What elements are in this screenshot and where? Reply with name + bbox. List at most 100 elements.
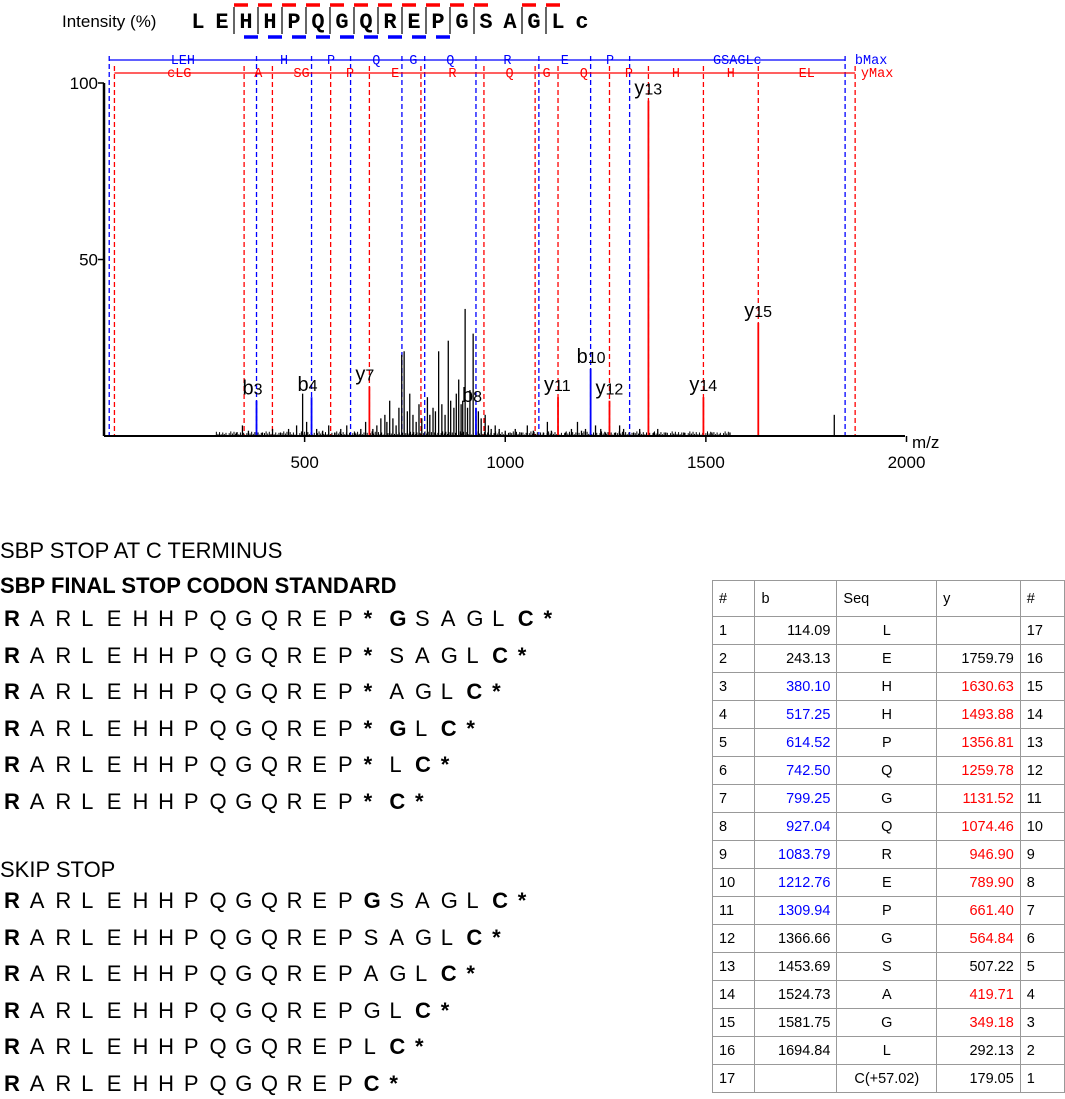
y-ladder-label: E (391, 67, 399, 82)
sequence-char: H (132, 679, 149, 705)
table-cell: 17 (711, 1064, 756, 1093)
table-cell: 6 (711, 756, 756, 785)
sequence-char: C (466, 679, 483, 705)
y-ladder-label: P (346, 67, 354, 82)
sequence-char: R (4, 606, 20, 631)
sequence-char: P (337, 789, 353, 814)
sequence-char: * (543, 606, 552, 631)
sequence-char: P (183, 679, 199, 705)
sequence-char: * (492, 679, 501, 705)
sequence-char: A (29, 888, 45, 913)
sequence-char: P (183, 924, 199, 950)
sequence-char: C (440, 961, 457, 987)
table-cell: 2 (1019, 1036, 1065, 1065)
sequence-char: P (337, 642, 353, 668)
sequence-char: L (81, 789, 94, 814)
sequence-char: E (312, 715, 327, 741)
sequence-char: A (440, 606, 456, 631)
sequence-char: L (81, 961, 94, 987)
table-cell: 789.90 (936, 868, 1021, 897)
sequence-char: L (415, 715, 428, 741)
table-cell: 564.84 (936, 924, 1021, 953)
sequence-char: G (235, 961, 253, 987)
peak-label-number: 13 (644, 82, 662, 99)
table-cell: 6 (1019, 924, 1065, 953)
sequence-char: H (132, 606, 149, 631)
sequence-char: H (158, 715, 175, 741)
sequence-char: R (4, 961, 20, 987)
table-cell: 14 (1019, 700, 1065, 729)
sequence-char: E (106, 789, 122, 814)
sequence-char: G (466, 606, 484, 631)
sequence-char: E (106, 679, 122, 705)
table-header-cell: # (711, 580, 756, 617)
sequence-char: * (517, 888, 527, 913)
table-cell: 11 (711, 896, 756, 925)
sequence-char: E (106, 1034, 122, 1060)
b-ladder-label: R (503, 54, 511, 69)
sequence-char: A (29, 997, 45, 1023)
table-cell: 349.18 (936, 1008, 1021, 1037)
sbp-stop-heading: SBP STOP AT C TERMINUS (0, 538, 283, 563)
peak-label-number: 10 (588, 350, 606, 367)
sbp-sequence-row: R A R L E H H P Q G Q R E P * S A G L C * (4, 643, 543, 671)
table-cell: H (836, 700, 938, 729)
sequence-char: Q (209, 789, 227, 814)
sequence-char: C (389, 789, 406, 814)
sequence-char: E (106, 606, 122, 631)
y-ladder-label: A (254, 67, 263, 82)
sequence-char: P (337, 1071, 353, 1096)
peak-label: y15 (744, 300, 772, 322)
table-cell: L (836, 616, 938, 645)
sequence-char: E (312, 679, 327, 705)
sequence-char: Q (209, 752, 227, 778)
sequence-char: R (286, 606, 303, 631)
table-row: 9 1083.79 R 946.90 9 (711, 840, 1065, 869)
table-cell: 1581.75 (754, 1008, 838, 1037)
b-ladder-label: GSAGLc (713, 54, 762, 69)
sequence-char: R (55, 606, 72, 631)
sequence-residue: L (191, 10, 204, 35)
sequence-char: L (81, 642, 94, 668)
sequence-char: G (363, 888, 381, 913)
sequence-char: Q (209, 997, 227, 1023)
sequence-char: G (235, 606, 253, 631)
table-cell: 946.90 (936, 840, 1021, 869)
sequence-char: S (389, 642, 404, 668)
table-row: 10 1212.76 E 789.90 8 (711, 868, 1065, 897)
table-cell: 292.13 (936, 1036, 1021, 1065)
sequence-char: S (389, 888, 404, 913)
sequence-char: H (158, 888, 175, 913)
sequence-char: H (158, 1071, 175, 1096)
table-cell: G (836, 924, 938, 953)
sequence-char: R (55, 642, 72, 668)
x-axis-title: m/z (912, 433, 939, 452)
sequence-char: C (466, 924, 483, 950)
y-tick-label: 100 (70, 74, 98, 93)
table-cell: 419.71 (936, 980, 1021, 1009)
sequence-char: C (415, 752, 431, 778)
sequence-char: A (29, 789, 45, 814)
table-cell: 16 (711, 1036, 756, 1065)
sequence-char: H (158, 1034, 175, 1060)
sequence-char: L (389, 752, 402, 778)
sequence-char: P (337, 1034, 353, 1060)
peak-label-number: 15 (754, 304, 772, 321)
sequence-char: C (389, 1034, 406, 1060)
table-cell: 507.22 (936, 952, 1021, 981)
peak-label: y13 (634, 78, 662, 100)
b-ladder-label: LEH (171, 54, 195, 69)
table-cell: S (836, 952, 938, 981)
sequence-char: R (4, 642, 20, 668)
table-cell: 3 (711, 672, 756, 701)
table-cell: 8 (1019, 868, 1065, 897)
sequence-char: Q (209, 715, 227, 741)
sequence-char: H (158, 642, 175, 668)
sequence-char: H (158, 961, 175, 987)
sequence-char: * (415, 789, 424, 814)
sequence-char: P (337, 606, 353, 631)
sequence-char: * (466, 961, 475, 987)
table-cell: 15 (1019, 672, 1065, 701)
b-ladder-label: H (280, 54, 288, 69)
y-tick-label: 50 (79, 251, 98, 270)
